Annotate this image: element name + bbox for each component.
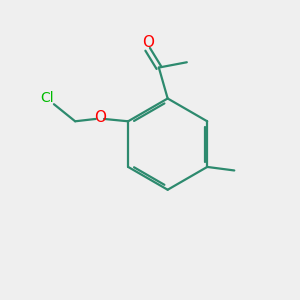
Text: O: O	[142, 35, 154, 50]
Text: Cl: Cl	[40, 91, 53, 105]
Text: O: O	[94, 110, 106, 125]
